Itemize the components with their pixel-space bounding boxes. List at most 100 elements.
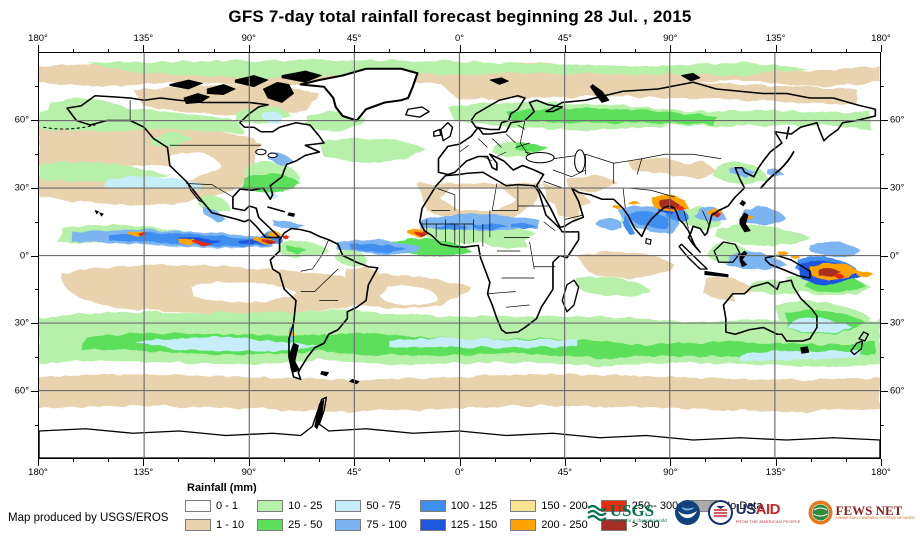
legend-items: 0 - 1 1 - 10 10 - 25 25 - 50 50 - 75 [185,498,763,532]
axis-label: 90° [241,33,256,44]
longitude-axis-top: 180° 135° 90° 45° 0° 45° 90° 135° 180° [28,33,891,52]
axis-tick [35,289,38,291]
axis-tick [881,255,888,257]
fews-wordmark: FEWS NET [835,503,903,518]
axis-tick [705,459,707,462]
axis-tick [35,153,38,155]
latitude-axis-right: 60° 30° 0° 30° 60° [881,52,913,459]
axis-tick [670,45,672,52]
axis-tick [73,49,75,52]
axis-tick [283,49,285,52]
axis-tick [705,49,707,52]
axis-tick [35,425,38,427]
axis-label: 90° [241,467,256,478]
axis-label: 90° [663,33,678,44]
fews-net-logo: FEWS NET FAMINE EARLY WARNING SYSTEMS NE… [808,500,915,525]
axis-label: 0° [454,467,465,478]
legend-label: 200 - 250 [541,518,588,531]
axis-tick [599,49,601,52]
axis-tick [248,459,250,466]
axis-tick [775,45,777,52]
usaid-logo: USAID FROM THE AMERICAN PEOPLE [707,500,801,525]
axis-tick [810,459,812,462]
axis-tick [31,391,38,393]
axis-label: 90° [663,467,678,478]
axis-tick [599,459,601,462]
axis-tick [35,221,38,223]
axis-label: 30° [890,317,905,329]
axis-tick [881,391,888,393]
legend: Rainfall (mm) 0 - 1 1 - 10 10 - 25 25 - … [185,482,763,532]
axis-tick [143,459,145,466]
legend-label: No Data [722,499,763,512]
axis-label: 45° [557,33,573,44]
axis-label: 0° [454,33,465,44]
legend-swatch [510,499,537,512]
axis-label: 135° [765,467,786,478]
legend-swatch [185,518,211,531]
legend-item: 250 - 300 [600,498,679,513]
axis-tick [881,357,884,359]
legend-item: 200 - 250 [510,517,588,532]
legend-swatch [600,499,627,512]
axis-tick [881,45,882,52]
legend-item: 50 - 75 [335,498,406,513]
usgs-wordmark: USGS [609,500,655,520]
legend-swatch [335,499,362,512]
legend-swatch [257,518,284,531]
axis-tick [248,45,250,52]
axis-tick [494,49,496,52]
axis-tick [73,459,75,462]
credit-text: Map produced by USGS/EROS [8,512,169,524]
legend-swatch [335,518,362,531]
axis-tick [635,49,637,52]
axis-tick [108,459,110,462]
legend-label: 75 - 100 [366,518,407,531]
axis-label: 45° [346,467,362,478]
legend-label: 0 - 1 [216,499,239,512]
axis-tick [424,459,426,462]
axis-tick [881,85,884,87]
axis-label: 0° [19,250,29,261]
legend-label: 25 - 50 [288,518,323,531]
axis-tick [424,49,426,52]
legend-label: 1 - 10 [216,518,245,531]
usgs-tagline: science for a changing world [609,517,667,523]
axis-tick [564,459,566,466]
usaid-tagline: FROM THE AMERICAN PEOPLE [735,519,801,524]
legend-swatch [419,499,446,512]
axis-tick [494,459,496,462]
legend-item: 0 - 1 [185,498,244,513]
legend-label: 250 - 300 [631,499,679,512]
legend-item: > 300 [600,517,678,532]
axis-tick [35,85,38,87]
axis-tick [775,459,777,466]
axis-tick [178,459,180,462]
axis-label: 45° [346,33,362,44]
axis-tick [283,459,285,462]
axis-tick [318,49,320,52]
axis-tick [881,425,884,427]
legend-swatch [419,518,446,531]
graticule [39,53,880,458]
axis-tick [31,323,38,325]
axis-label: 60° [890,385,905,397]
axis-label: 180° [871,33,891,44]
axis-tick [881,221,884,223]
fews-tagline: FAMINE EARLY WARNING SYSTEMS NETWORK [835,516,915,520]
axis-tick [529,459,531,462]
usgs-logo: USGS science for a changing world [587,502,667,524]
legend-label: 150 - 200 [541,499,588,512]
axis-label: 180° [871,467,891,478]
axis-tick [354,459,356,466]
axis-tick [213,459,215,462]
axis-tick [529,49,531,52]
legend-swatch [257,499,284,512]
axis-tick [389,49,391,52]
noaa-seal-icon [674,500,700,525]
axis-label: 180° [28,33,48,44]
legend-label: 50 - 75 [366,499,401,512]
axis-label: 45° [557,467,573,478]
axis-tick [881,459,882,466]
noaa-logo [674,499,701,526]
